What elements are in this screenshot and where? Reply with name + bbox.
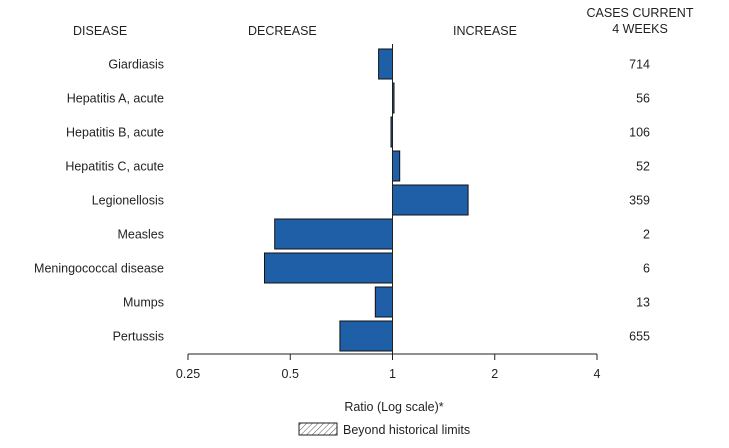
category-label-pertussis: Pertussis xyxy=(113,330,164,344)
category-label-mumps: Mumps xyxy=(123,296,164,310)
category-label-giardiasis: Giardiasis xyxy=(108,58,164,72)
cases-value-hepatitis-b-acute: 106 xyxy=(629,126,650,140)
cases-value-mumps: 13 xyxy=(636,296,650,310)
category-label-measles: Measles xyxy=(117,228,164,242)
bar-legionellosis xyxy=(392,184,469,216)
header-cases-line2: 4 WEEKS xyxy=(612,22,668,36)
header-cases-line1: CASES CURRENT xyxy=(587,6,694,20)
cases-value-meningococcal-disease: 6 xyxy=(643,262,650,276)
x-tick-label-0-25: 0.25 xyxy=(176,367,200,381)
bar-mumps xyxy=(374,286,393,318)
bar-pertussis xyxy=(339,320,393,352)
category-label-legionellosis: Legionellosis xyxy=(92,194,164,208)
category-label-hepatitis-a-acute: Hepatitis A, acute xyxy=(67,92,164,106)
header-increase: INCREASE xyxy=(453,24,517,38)
x-axis-ticks: 0.25 0.5 1 2 4 xyxy=(176,354,601,381)
x-tick-label-0-5: 0.5 xyxy=(282,367,299,381)
cases-value-legionellosis: 359 xyxy=(629,194,650,208)
x-tick-label-4: 4 xyxy=(594,367,601,381)
bar-giardiasis xyxy=(378,48,394,80)
header-disease: DISEASE xyxy=(73,24,127,38)
category-label-hepatitis-c-acute: Hepatitis C, acute xyxy=(65,160,164,174)
category-label-hepatitis-b-acute: Hepatitis B, acute xyxy=(66,126,164,140)
x-axis-label: Ratio (Log scale)* xyxy=(344,400,443,414)
bar-measles xyxy=(274,218,394,250)
cases-value-measles: 2 xyxy=(643,228,650,242)
category-labels: Giardiasis Hepatitis A, acute Hepatitis B,… xyxy=(34,58,164,344)
cases-value-pertussis: 655 xyxy=(629,330,650,344)
x-tick-label-1: 1 xyxy=(389,367,396,381)
bars-group xyxy=(264,48,469,352)
cases-value-hepatitis-a-acute: 56 xyxy=(636,92,650,106)
legend: Beyond historical limits xyxy=(298,422,470,437)
cases-value-hepatitis-c-acute: 52 xyxy=(636,160,650,174)
case-counts: 714 56 106 52 359 2 6 13 655 xyxy=(629,58,650,344)
legend-swatch xyxy=(298,422,338,436)
legend-label: Beyond historical limits xyxy=(343,423,470,437)
bar-meningococcal-disease xyxy=(264,252,393,284)
header-decrease: DECREASE xyxy=(248,24,317,38)
cases-value-giardiasis: 714 xyxy=(629,58,650,72)
bar-hepatitis-c-acute xyxy=(392,150,401,182)
x-tick-label-2: 2 xyxy=(491,367,498,381)
category-label-meningococcal-disease: Meningococcal disease xyxy=(34,262,164,276)
